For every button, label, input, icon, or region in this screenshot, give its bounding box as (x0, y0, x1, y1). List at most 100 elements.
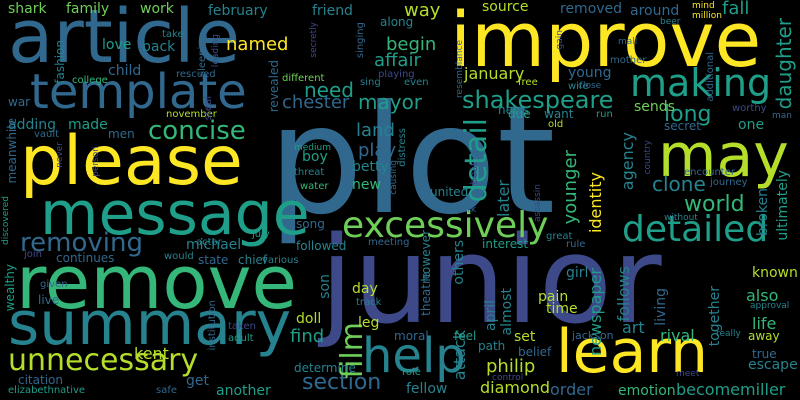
word-article: article (8, 0, 241, 80)
word-assassin: assassin (533, 184, 543, 222)
word-pain: pain (538, 289, 569, 305)
word-one: one (738, 117, 765, 133)
word-doll: doll (296, 311, 322, 327)
word-family: family (66, 1, 110, 17)
word-michael: michael (186, 237, 242, 253)
word-world: world (684, 192, 745, 217)
word-find: find (290, 326, 325, 347)
word-elizabethnative: elizabethnative (8, 385, 86, 396)
word-vault: vault (34, 129, 60, 140)
word-beer: beer (660, 17, 681, 27)
word-free: free (518, 77, 538, 88)
word-need: need (304, 78, 354, 102)
word-ultimately: ultimately (775, 170, 791, 241)
word-making: making (630, 61, 772, 105)
word-approval: approval (750, 301, 790, 311)
word-love: love (102, 37, 132, 53)
word-unnecessary: unnecessary (8, 343, 199, 378)
word-leading: leading (211, 34, 221, 68)
word-shark: shark (8, 1, 47, 17)
word-follows: follows (614, 266, 633, 322)
word-shakespeare: shakespeare (462, 86, 614, 114)
word-others: others (451, 240, 467, 285)
word-never: never (55, 142, 65, 168)
word-chester: chester (282, 92, 350, 113)
word-steal: steal (203, 96, 214, 121)
word-learn: learn (556, 317, 708, 387)
word-junior: junior (320, 212, 662, 351)
word-newspaper: newspaper (586, 268, 605, 356)
word-run: run (596, 109, 613, 120)
word-may: may (658, 121, 789, 191)
word-men: men (108, 127, 135, 141)
word-revealed: revealed (267, 60, 281, 113)
word-join: join (24, 249, 43, 260)
word-state: state (198, 253, 229, 267)
word-living: living (653, 288, 669, 326)
word-due: due (508, 107, 531, 121)
word-take: take (162, 29, 184, 40)
word-determine: determine (294, 361, 356, 375)
word-resemblance: resemblance (455, 40, 465, 98)
word-daughter: daughter (772, 18, 796, 110)
word-role: role (402, 367, 421, 378)
word-summary: summary (8, 289, 292, 359)
word-way: way (404, 0, 441, 21)
word-want: want (544, 107, 574, 121)
word-identity: identity (586, 172, 605, 234)
word-followed: followed (296, 239, 347, 253)
word-set: set (514, 329, 536, 345)
word-around: around (630, 3, 680, 19)
word-chief: chief (238, 253, 268, 267)
word-almost: almost (499, 288, 515, 336)
word-source: source (482, 0, 529, 15)
word-live: live (38, 293, 60, 307)
word-play: play (358, 140, 397, 161)
word-agency: agency (618, 132, 637, 191)
word-million: million (692, 11, 722, 21)
word-additional: additional (705, 52, 716, 102)
word-july: july (252, 229, 270, 240)
word-secret: secret (664, 119, 701, 133)
word-begin: begin (386, 34, 437, 55)
word-institution: institution (207, 300, 218, 351)
word-child: child (108, 63, 142, 79)
word-time: time (546, 301, 578, 317)
word-sends: sends (634, 99, 675, 115)
word-boat: boat (469, 162, 480, 185)
word-fashion: fashion (53, 40, 67, 84)
word-rival: rival (660, 326, 695, 345)
word-playing: playing (378, 69, 415, 80)
word-excessively: excessively (342, 205, 549, 246)
word-close: close (578, 81, 602, 91)
word-along: along (380, 15, 414, 29)
word-meeting: meeting (368, 237, 410, 248)
word-younger: younger (560, 150, 581, 225)
word-different: different (282, 73, 325, 84)
word-war: war (8, 95, 31, 109)
word-new: new (352, 177, 381, 193)
word-known: known (752, 265, 798, 281)
word-continues: continues (56, 251, 115, 265)
word-november: november (166, 109, 217, 120)
word-affair: affair (374, 50, 421, 71)
word-wife: wife (568, 81, 589, 92)
word-january: january (464, 64, 525, 83)
word-concise: concise (148, 116, 246, 146)
word-back: back (142, 39, 176, 55)
word-mall: mall (618, 37, 638, 47)
word-would: would (164, 251, 194, 262)
word-art: art (622, 318, 645, 337)
word-rule: rule (566, 239, 586, 250)
word-medium: medium (294, 143, 331, 153)
word-threat: threat (294, 167, 325, 178)
word-mind: mind (692, 1, 715, 11)
word-template: template (30, 64, 247, 120)
word-clone: clone (652, 172, 706, 196)
word-singing: singing (355, 22, 366, 59)
word-feel: feel (454, 329, 477, 343)
word-song: song (296, 217, 325, 231)
word-control: control (492, 373, 524, 383)
word-get: get (186, 373, 209, 389)
word-fall: fall (722, 0, 750, 19)
